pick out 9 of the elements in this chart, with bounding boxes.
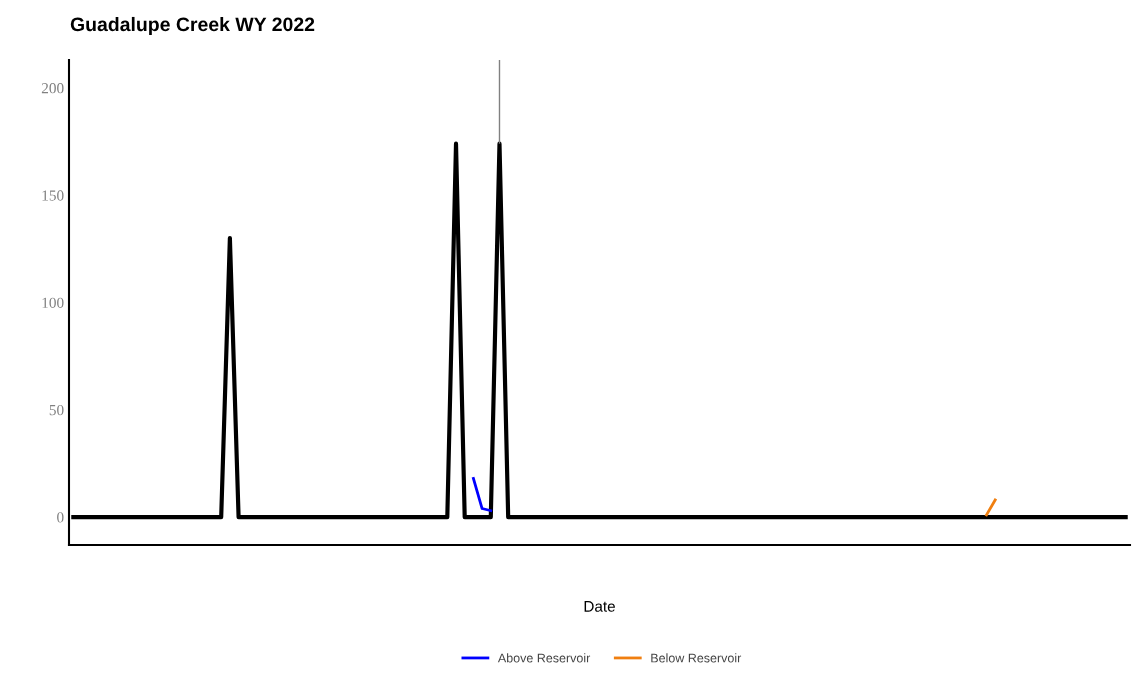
y-tick-label: 200 bbox=[41, 83, 64, 94]
y-tick-label: 0 bbox=[57, 512, 64, 523]
y-tick-label: 100 bbox=[42, 297, 64, 308]
legend-label: Below Reservoir bbox=[651, 653, 742, 663]
y-tick-label: 150 bbox=[42, 190, 64, 201]
x-axis-title: Date bbox=[584, 601, 615, 612]
y-tick-label: 50 bbox=[49, 404, 64, 416]
legend-label: Above Reservoir bbox=[497, 653, 591, 663]
chart-title: Guadalupe Creek WY 2022 bbox=[70, 16, 315, 36]
